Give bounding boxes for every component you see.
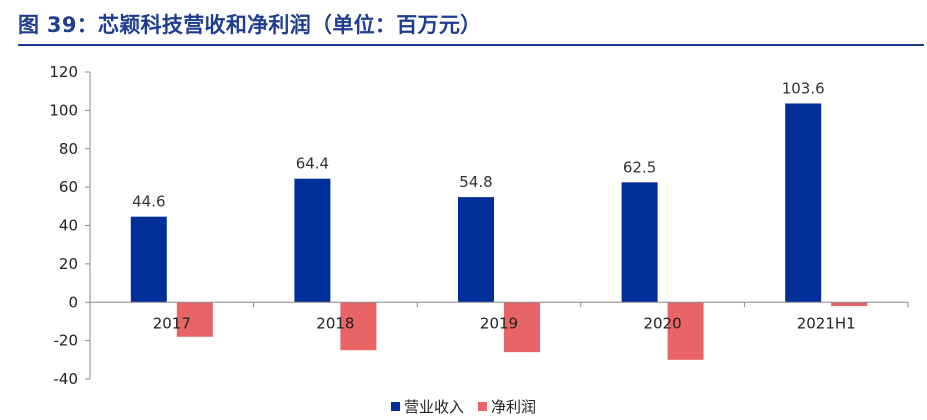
bar-net-profit-2017 (176, 302, 213, 337)
bar-revenue-2017 (130, 216, 167, 303)
figure-title: 图 39：芯颖科技营收和净利润（单位：百万元） (18, 13, 482, 37)
y-tick-label: 0 (68, 293, 78, 311)
bar-revenue-2020 (621, 182, 658, 303)
y-tick-label: 60 (59, 178, 78, 196)
x-tick-label-2021H1: 2021H1 (797, 314, 856, 332)
bar-net-profit-2021H1 (831, 302, 868, 307)
bar-net-profit-2018 (340, 302, 377, 351)
y-tick-label: -20 (54, 332, 79, 350)
y-tick-label: 80 (59, 140, 78, 158)
bar-revenue-2018 (294, 178, 331, 303)
legend-label-revenue: 营业收入 (403, 398, 464, 416)
legend-label-net-profit: 净利润 (491, 398, 537, 416)
y-tick-label: 20 (59, 255, 78, 273)
y-tick-label: 100 (49, 101, 78, 119)
x-tick-label-2019: 2019 (480, 314, 518, 332)
chart-legend: 营业收入 净利润 (0, 396, 927, 417)
y-tick-label: 120 (49, 63, 78, 81)
bar-net-profit-2020 (667, 302, 704, 360)
y-tick-label: -40 (54, 370, 79, 388)
legend-swatch-net-profit (478, 402, 487, 411)
bar-revenue-2021H1 (785, 103, 822, 303)
data-label-revenue-2020: 62.5 (623, 158, 656, 176)
bar-chart: -40 -20 0 20 40 60 80 100 120 44.6 2017 64.4 2018 54.… (49, 63, 909, 388)
x-tick-label-2020: 2020 (644, 314, 682, 332)
data-label-revenue-2021H1: 103.6 (782, 79, 825, 97)
bar-net-profit-2019 (504, 302, 540, 353)
data-label-revenue-2019: 54.8 (459, 173, 492, 191)
legend-item-revenue: 营业收入 (390, 396, 464, 417)
x-tick-label-2017: 2017 (153, 314, 191, 332)
title-underline (18, 44, 924, 46)
bar-revenue-2019 (458, 197, 494, 303)
x-tick-label-2018: 2018 (316, 314, 354, 332)
legend-item-net-profit: 净利润 (478, 396, 536, 417)
data-label-revenue-2017: 44.6 (132, 193, 165, 211)
y-tick-label: 40 (59, 217, 78, 235)
data-label-revenue-2018: 64.4 (296, 155, 329, 173)
legend-swatch-revenue (390, 402, 400, 411)
